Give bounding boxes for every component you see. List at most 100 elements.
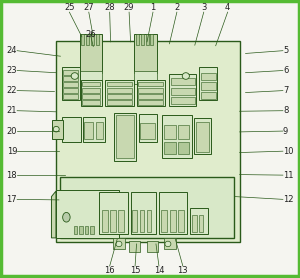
Bar — [201, 92, 216, 99]
Text: 7: 7 — [283, 86, 288, 95]
Text: 2: 2 — [174, 3, 179, 12]
Bar — [63, 88, 78, 93]
Text: 16: 16 — [104, 266, 115, 275]
Bar — [130, 192, 156, 234]
Circle shape — [165, 241, 171, 247]
Bar — [107, 88, 132, 93]
Text: 3: 3 — [201, 3, 206, 12]
Bar — [74, 225, 77, 234]
Bar — [201, 82, 216, 90]
Text: 19: 19 — [7, 147, 17, 156]
Bar — [81, 34, 84, 45]
Bar — [118, 210, 124, 232]
Text: 10: 10 — [283, 147, 293, 156]
Bar — [62, 67, 80, 100]
Bar — [83, 117, 105, 142]
Bar — [134, 34, 157, 73]
Bar — [147, 210, 152, 232]
Bar — [91, 34, 94, 45]
Bar — [56, 41, 240, 242]
Bar — [170, 210, 176, 232]
Bar — [192, 215, 197, 232]
Bar — [63, 82, 78, 87]
Text: 11: 11 — [283, 171, 293, 180]
Bar — [138, 82, 164, 86]
Bar — [62, 117, 81, 142]
Text: 12: 12 — [283, 195, 293, 204]
Bar — [107, 94, 132, 99]
Text: 8: 8 — [283, 106, 288, 115]
Bar — [56, 190, 118, 238]
Bar — [96, 122, 103, 139]
Bar — [140, 123, 155, 139]
Bar — [194, 118, 211, 154]
Bar — [141, 34, 144, 45]
Bar — [105, 80, 134, 106]
Bar — [164, 142, 176, 154]
Bar — [82, 88, 100, 93]
Bar — [80, 34, 102, 73]
Bar — [136, 80, 165, 106]
Bar — [190, 208, 208, 234]
Bar — [90, 225, 94, 234]
Bar — [132, 210, 137, 232]
Text: 28: 28 — [104, 3, 115, 12]
Bar — [199, 215, 203, 232]
Text: 27: 27 — [83, 3, 94, 12]
Bar — [178, 125, 189, 139]
Bar — [201, 73, 216, 80]
Bar — [146, 34, 148, 45]
Bar — [138, 88, 164, 93]
Bar — [169, 74, 196, 106]
Bar — [82, 94, 100, 99]
Text: 25: 25 — [64, 3, 75, 12]
Bar — [136, 34, 139, 45]
Text: 1: 1 — [150, 3, 156, 12]
Bar — [159, 192, 187, 234]
Text: 23: 23 — [7, 66, 17, 75]
Bar — [114, 113, 136, 161]
Bar — [79, 225, 83, 234]
Bar — [164, 125, 176, 139]
Bar — [147, 241, 158, 252]
Bar — [86, 34, 89, 45]
Bar — [113, 238, 124, 249]
Bar — [84, 122, 93, 139]
Bar — [60, 177, 234, 238]
Bar — [107, 82, 132, 86]
Circle shape — [53, 126, 59, 132]
Bar — [199, 67, 217, 100]
Text: 5: 5 — [283, 46, 288, 55]
Bar — [139, 114, 157, 142]
Polygon shape — [52, 191, 56, 238]
Ellipse shape — [63, 212, 70, 222]
Bar — [196, 122, 209, 152]
Bar — [102, 210, 108, 232]
Bar — [128, 241, 140, 252]
Text: 24: 24 — [7, 46, 17, 55]
Bar — [171, 88, 195, 95]
Bar — [138, 94, 164, 99]
Circle shape — [182, 73, 189, 79]
Bar — [63, 95, 78, 99]
Text: 6: 6 — [283, 66, 288, 75]
Bar — [140, 210, 144, 232]
Text: 13: 13 — [178, 266, 188, 275]
Bar — [171, 97, 195, 104]
Text: 14: 14 — [154, 266, 164, 275]
Bar — [81, 80, 102, 106]
Bar — [162, 115, 192, 158]
Bar — [63, 76, 78, 81]
Bar — [171, 78, 195, 85]
Bar — [164, 238, 176, 249]
Bar — [178, 142, 189, 154]
Bar — [161, 210, 167, 232]
Bar — [178, 210, 184, 232]
Bar — [52, 120, 63, 139]
Circle shape — [116, 241, 122, 247]
Text: 15: 15 — [130, 266, 140, 275]
Text: 21: 21 — [7, 106, 17, 115]
Bar — [85, 225, 88, 234]
Text: 9: 9 — [283, 126, 288, 136]
Text: 29: 29 — [124, 3, 134, 12]
